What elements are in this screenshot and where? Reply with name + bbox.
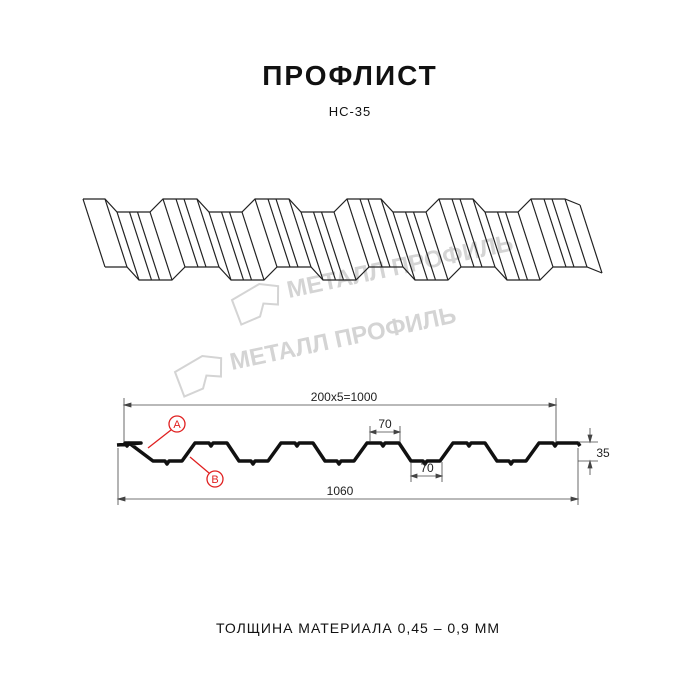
sheet-rib-line	[312, 211, 337, 281]
sheet-rib-line	[359, 198, 383, 268]
sheet-fold-line	[530, 198, 554, 268]
sheet-rib-line	[504, 211, 529, 281]
height-label: 35	[596, 446, 610, 460]
sheet-rib-line	[451, 198, 475, 268]
sheet-fold-line	[564, 198, 588, 268]
marker-a: A	[147, 415, 186, 449]
sheet-fold-line	[196, 198, 220, 268]
top-flat-label: 70	[378, 417, 392, 431]
sheet-fold-line	[484, 211, 508, 281]
sheet-3d-view	[82, 198, 603, 281]
sheet-fold-line	[162, 198, 186, 268]
sheet-fold-line	[333, 211, 357, 281]
height-dimension	[578, 428, 598, 475]
sheet-rib-line	[496, 211, 521, 281]
bottom-flat-label: 70	[420, 461, 434, 475]
svg-text:B: B	[211, 474, 218, 486]
sheet-rib-line	[320, 211, 345, 281]
profile-line	[116, 441, 582, 466]
sheet-rib-line	[136, 211, 161, 281]
sheet-fold-line	[380, 198, 404, 268]
sheet-fold-line	[346, 198, 370, 268]
product-title: ПРОФЛИСТ	[262, 60, 438, 91]
sheet-rib-line	[267, 198, 291, 268]
sheet-fold-line	[579, 204, 603, 274]
sheet-fold-line	[254, 198, 278, 268]
pitch-label: 200x5=1000	[311, 390, 378, 404]
sheet-fold-line	[438, 198, 462, 268]
sheet-fold-line	[472, 198, 496, 268]
profile-section	[116, 441, 582, 466]
sheet-fold-line	[208, 211, 232, 281]
sheet-fold-line	[82, 198, 106, 268]
sheet-fold-line	[300, 211, 324, 281]
sheet-rib-line	[412, 211, 437, 281]
material-thickness: ТОЛЩИНА МАТЕРИАЛА 0,45 – 0,9 ММ	[215, 620, 501, 636]
sheet-rib-line	[275, 198, 299, 268]
top-flat-dimension	[368, 426, 402, 442]
sheet-fold-line	[104, 198, 128, 268]
sheet-rib-line	[367, 198, 391, 268]
sheet-rib-line	[128, 211, 153, 281]
sheet-fold-line	[517, 211, 541, 281]
svg-text:МЕТАЛЛ ПРОФИЛЬ: МЕТАЛЛ ПРОФИЛЬ	[227, 302, 458, 376]
sheet-fold-line	[288, 198, 312, 268]
bottom-flat-dimension	[409, 462, 444, 482]
sheet-fold-line	[149, 211, 173, 281]
marker-b: B	[189, 456, 224, 488]
sheet-fold-line	[241, 211, 265, 281]
pitch-dimension	[122, 398, 558, 442]
sheet-rib-line	[175, 198, 199, 268]
sheet-fold-line	[392, 211, 416, 281]
total-width-dimension	[116, 448, 580, 505]
sheet-fold-line	[425, 211, 449, 281]
sheet-rib-line	[459, 198, 483, 268]
sheet-rib-line	[228, 211, 253, 281]
product-model: НС-35	[328, 104, 372, 119]
watermark-2: МЕТАЛЛ ПРОФИЛЬ	[173, 302, 459, 398]
sheet-rib-line	[543, 198, 567, 268]
total-width-label: 1060	[327, 484, 354, 498]
sheet-rib-line	[183, 198, 207, 268]
sheet-rib-line	[220, 211, 245, 281]
sheet-top-edge	[83, 198, 581, 213]
svg-text:A: A	[173, 419, 181, 431]
sheet-rib-line	[551, 198, 575, 268]
sheet-fold-line	[116, 211, 140, 281]
sheet-rib-line	[404, 211, 429, 281]
